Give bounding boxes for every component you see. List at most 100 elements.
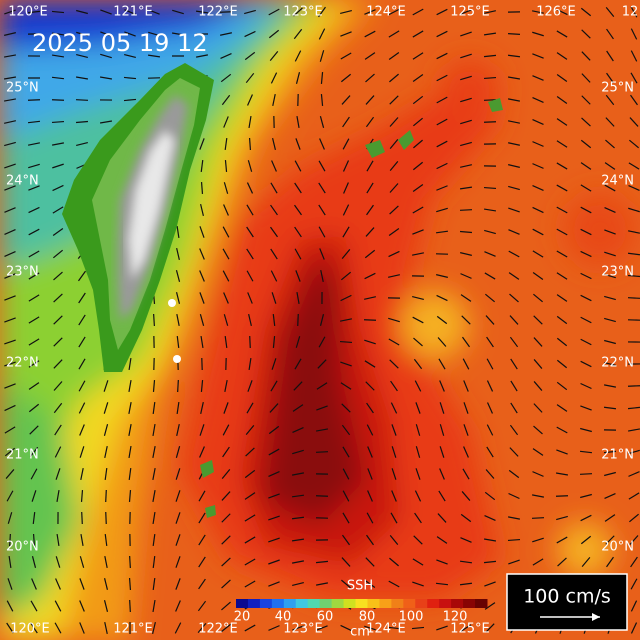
lon-label: 126°E <box>536 5 576 20</box>
vector <box>272 94 276 106</box>
vector <box>628 471 640 477</box>
vector <box>200 159 204 173</box>
vector <box>31 490 37 502</box>
vector <box>56 533 60 547</box>
vector <box>627 385 640 387</box>
vector <box>148 9 160 15</box>
vector <box>460 164 472 168</box>
vector <box>4 251 16 257</box>
lon-label: 120°E <box>10 622 50 637</box>
vector <box>532 97 544 103</box>
vector <box>4 383 16 389</box>
vector <box>388 580 400 588</box>
vector <box>556 449 568 455</box>
vector <box>128 423 132 437</box>
vector <box>508 164 520 168</box>
vector <box>580 514 592 522</box>
vector <box>28 294 40 302</box>
vector <box>388 317 400 323</box>
vector <box>484 491 496 501</box>
vector <box>128 489 132 503</box>
vector <box>104 533 108 547</box>
vector <box>556 337 568 347</box>
vector <box>340 294 352 302</box>
vector <box>128 577 132 591</box>
vector <box>222 446 230 458</box>
vector <box>75 99 89 101</box>
vector <box>268 581 280 587</box>
vector <box>341 95 351 105</box>
vector <box>315 495 329 497</box>
vector <box>78 292 86 304</box>
vector <box>461 336 471 348</box>
vector <box>580 139 592 149</box>
vector <box>483 99 497 101</box>
vector <box>176 313 180 327</box>
vector <box>76 53 88 59</box>
vector <box>412 161 424 171</box>
colorbar-unit: cm <box>350 625 370 640</box>
vector <box>630 600 638 612</box>
vector <box>268 625 280 631</box>
vector <box>291 472 305 476</box>
vector <box>27 99 41 101</box>
vector <box>100 53 112 59</box>
vector <box>365 557 375 567</box>
vector <box>223 402 229 414</box>
vector <box>175 512 181 524</box>
vector <box>581 557 591 567</box>
vector <box>175 600 181 612</box>
vector <box>318 204 326 216</box>
vector <box>342 116 350 128</box>
vector <box>414 490 422 502</box>
vector <box>364 625 376 631</box>
vector <box>81 511 83 525</box>
vector <box>412 52 424 60</box>
vector <box>532 272 544 280</box>
vector <box>339 318 353 322</box>
vector <box>556 74 568 82</box>
vector <box>509 315 519 325</box>
vector <box>483 54 497 58</box>
vector <box>221 535 231 545</box>
vector <box>367 490 373 502</box>
vector <box>52 206 64 214</box>
vector <box>152 379 156 393</box>
vector <box>175 468 181 480</box>
vector <box>630 6 638 18</box>
vector <box>199 446 205 458</box>
vector <box>412 95 424 105</box>
vector <box>291 538 305 542</box>
vector <box>580 382 592 390</box>
vector <box>459 560 473 564</box>
vector <box>247 380 253 392</box>
vector <box>509 424 519 436</box>
vector <box>271 292 277 304</box>
vector <box>412 74 424 82</box>
vector <box>30 622 38 634</box>
vector <box>199 270 205 282</box>
vector <box>198 490 206 502</box>
vector <box>580 316 592 324</box>
vector <box>604 471 616 477</box>
vector <box>531 494 545 498</box>
vector <box>269 403 279 413</box>
vector <box>200 379 204 393</box>
vector <box>76 9 88 15</box>
vector <box>222 424 230 436</box>
vector <box>319 50 325 62</box>
vector <box>364 296 376 300</box>
vector <box>316 625 328 631</box>
vector <box>437 513 447 523</box>
vector <box>54 622 62 634</box>
vector <box>486 336 494 348</box>
vector <box>53 402 63 414</box>
vector <box>4 339 16 345</box>
colorbar-cell <box>451 599 464 608</box>
lon-label: 122°E <box>198 622 238 637</box>
vector <box>628 449 640 455</box>
vector <box>8 555 12 569</box>
vector <box>436 207 448 213</box>
lat-label: 22°N <box>601 356 634 371</box>
vector <box>556 118 568 126</box>
